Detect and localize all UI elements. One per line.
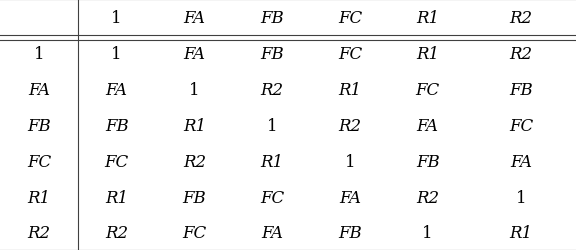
Text: R2: R2 [260, 82, 284, 99]
Text: R2: R2 [183, 154, 206, 170]
Text: R1: R1 [416, 10, 439, 26]
Text: FA: FA [339, 189, 361, 206]
Text: FB: FB [338, 224, 362, 241]
Text: R2: R2 [510, 46, 533, 63]
Text: FB: FB [183, 189, 206, 206]
Text: 1: 1 [267, 118, 278, 134]
Text: FA: FA [105, 82, 128, 99]
Text: 1: 1 [33, 46, 44, 63]
Text: FA: FA [261, 224, 283, 241]
Text: 1: 1 [344, 154, 355, 170]
Text: R2: R2 [510, 10, 533, 26]
Text: 1: 1 [516, 189, 526, 206]
Text: 1: 1 [111, 10, 122, 26]
Text: FC: FC [415, 82, 440, 99]
Text: R1: R1 [510, 224, 533, 241]
Text: R1: R1 [416, 46, 439, 63]
Text: 1: 1 [111, 46, 122, 63]
Text: R2: R2 [27, 224, 51, 241]
Text: FC: FC [338, 46, 362, 63]
Text: FA: FA [510, 154, 532, 170]
Text: FC: FC [26, 154, 51, 170]
Text: FC: FC [338, 10, 362, 26]
Text: FA: FA [183, 46, 206, 63]
Text: FA: FA [183, 10, 206, 26]
Text: R2: R2 [416, 189, 439, 206]
Text: FC: FC [260, 189, 285, 206]
Text: R2: R2 [105, 224, 128, 241]
Text: FB: FB [260, 46, 284, 63]
Text: FC: FC [182, 224, 207, 241]
Text: FB: FB [105, 118, 128, 134]
Text: FC: FC [104, 154, 129, 170]
Text: R1: R1 [260, 154, 284, 170]
Text: FB: FB [260, 10, 284, 26]
Text: 1: 1 [189, 82, 200, 99]
Text: FB: FB [27, 118, 51, 134]
Text: FB: FB [416, 154, 439, 170]
Text: R1: R1 [338, 82, 362, 99]
Text: FA: FA [416, 118, 439, 134]
Text: 1: 1 [422, 224, 433, 241]
Text: FA: FA [28, 82, 50, 99]
Text: R1: R1 [183, 118, 206, 134]
Text: FC: FC [509, 118, 533, 134]
Text: R1: R1 [27, 189, 51, 206]
Text: FB: FB [509, 82, 533, 99]
Text: R2: R2 [338, 118, 362, 134]
Text: R1: R1 [105, 189, 128, 206]
